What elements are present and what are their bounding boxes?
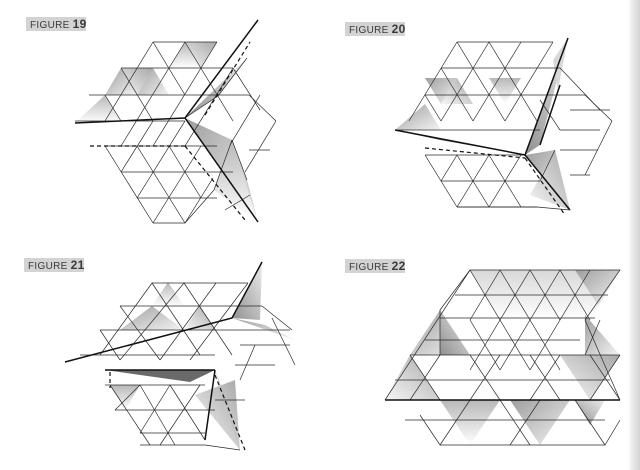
figure-22-fold-lines xyxy=(384,269,621,446)
figure-19-fold-lines xyxy=(74,19,259,224)
figure-number: 22 xyxy=(391,259,406,273)
figure-20-fold-lines xyxy=(394,37,571,216)
figure-21-diagram xyxy=(64,261,296,451)
figure-word: FIGURE xyxy=(28,261,68,272)
figure-19-label: FIGURE 19 xyxy=(26,17,86,31)
figure-22-diagram xyxy=(384,269,621,446)
figure-number: 20 xyxy=(391,22,406,36)
figure-19-diagram xyxy=(74,19,277,224)
figure-21-fold-lines xyxy=(64,261,263,451)
figure-number: 19 xyxy=(72,17,87,31)
figure-19-grid-lines xyxy=(75,41,277,224)
figure-20-shaded-facets xyxy=(395,38,570,210)
figure-20-diagram xyxy=(394,37,613,216)
figure-word: FIGURE xyxy=(30,20,70,31)
figure-22-label: FIGURE 22 xyxy=(345,259,405,273)
figure-22-grid-lines xyxy=(395,269,621,446)
figure-word: FIGURE xyxy=(349,25,389,36)
figure-21-grid-lines xyxy=(80,282,296,446)
figure-20-label: FIGURE 20 xyxy=(345,22,405,36)
page-edge-shadow xyxy=(628,0,640,470)
figure-number: 21 xyxy=(70,258,85,272)
figure-22-shaded-facets xyxy=(385,270,620,445)
figure-19-shaded-facets xyxy=(75,42,258,222)
figure-word: FIGURE xyxy=(349,262,389,273)
figure-21-label: FIGURE 21 xyxy=(24,258,84,272)
figure-21-shaded-facets xyxy=(105,262,295,450)
